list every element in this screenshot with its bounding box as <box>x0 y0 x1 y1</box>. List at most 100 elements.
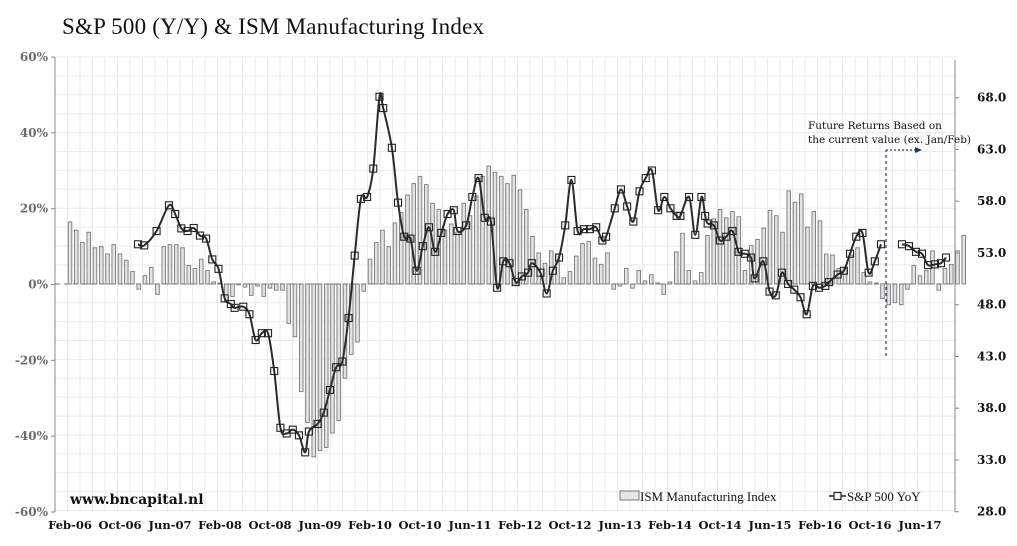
left-axis-tick-label: -60% <box>15 505 49 519</box>
axes: 60% 40% 20% 0% -20% -40% -60% 68.0 63.0 58.0 53.0 4… <box>15 50 1006 532</box>
sp500-marker <box>536 268 545 277</box>
sp500-marker <box>202 234 211 243</box>
ism-bar <box>580 243 585 285</box>
sp500-marker <box>431 247 440 256</box>
ism-bar <box>880 283 885 299</box>
sp500-marker <box>301 448 310 457</box>
sp500-marker <box>375 92 384 101</box>
left-axis-tick-label: 20% <box>20 202 49 216</box>
sp500-marker <box>505 259 514 268</box>
right-axis-tick-label: 68.0 <box>977 91 1006 105</box>
sp500-marker <box>474 174 483 183</box>
ism-bar <box>567 271 573 285</box>
ism-bar <box>499 175 504 285</box>
annotation-line-1: Future Returns Based on <box>808 120 942 132</box>
sp500-marker <box>424 223 434 232</box>
right-axis-tick-label: 38.0 <box>977 401 1006 415</box>
ism-bar <box>799 193 804 285</box>
sp500-marker <box>808 281 817 290</box>
sp500-marker <box>876 240 886 249</box>
x-axis-tick-label: Jun-13 <box>598 518 642 532</box>
ism-bar <box>180 247 185 285</box>
left-axis-tick-label: 60% <box>20 50 49 64</box>
sp500-marker <box>676 211 685 220</box>
sp500-marker <box>654 206 663 215</box>
left-axis-tick-label: 0% <box>28 278 48 292</box>
sp500-marker <box>356 194 365 203</box>
sp500-marker <box>790 285 799 294</box>
ism-bar <box>717 209 723 285</box>
x-axis-tick-label: Feb-12 <box>498 518 542 532</box>
right-axis-tick-label: 58.0 <box>977 194 1006 208</box>
sp500-marker <box>294 431 304 440</box>
sp500-marker <box>616 185 626 194</box>
ism-bar <box>861 272 867 285</box>
ism-bar <box>742 270 748 285</box>
sp500-marker <box>542 289 551 298</box>
ism-bar <box>574 255 579 285</box>
legend-ism-swatch <box>619 490 640 501</box>
annotation-line-2: the current value (ex. Jan/Feb) <box>808 134 971 146</box>
ism-bar <box>599 263 604 285</box>
ism-bar <box>561 277 567 285</box>
sp500-marker <box>387 143 396 152</box>
ism-bar <box>355 283 360 343</box>
x-axis-tick-label: Jun-07 <box>148 518 192 532</box>
x-axis-tick-label: Oct-06 <box>98 518 141 532</box>
ism-bar <box>892 283 898 304</box>
sp500-marker <box>845 249 855 258</box>
ism-bar <box>924 270 929 285</box>
sp500-marker <box>257 329 266 338</box>
ism-bar <box>899 283 904 306</box>
sp500-marker <box>771 291 780 300</box>
x-axis-tick-label: Feb-06 <box>48 518 92 532</box>
ism-bar <box>942 268 948 285</box>
sp500-marker <box>585 225 595 234</box>
sp500-marker <box>548 266 557 275</box>
x-axis-tick-label: Oct-08 <box>248 518 291 532</box>
sp500-marker <box>251 335 260 345</box>
sp500-marker <box>635 187 644 196</box>
ism-bar <box>67 221 73 285</box>
sp500-future-line <box>901 243 947 267</box>
ism-bar <box>817 220 823 285</box>
sp500-marker <box>164 201 174 210</box>
ism-bar <box>624 268 629 285</box>
sp500-marker <box>406 234 415 243</box>
ism-bar <box>586 241 592 285</box>
ism-bar <box>80 242 85 285</box>
ism-bar <box>636 270 642 285</box>
sp500-marker <box>133 240 143 249</box>
sp500-marker <box>524 268 533 277</box>
sp500-marker <box>592 223 601 232</box>
ism-bar <box>911 264 917 285</box>
left-axis-tick-label: 40% <box>20 126 49 140</box>
x-axis-tick-label: Jun-15 <box>748 518 792 532</box>
sp500-marker <box>393 198 403 207</box>
sp500-marker <box>319 408 328 417</box>
sp500-marker <box>722 232 731 241</box>
ism-bar <box>380 229 385 285</box>
ism-bar <box>730 211 735 285</box>
sp500-marker <box>602 232 611 241</box>
legend-sp500-label: S&P 500 YoY <box>847 489 921 504</box>
sp500-marker <box>276 423 285 432</box>
sp500-marker <box>499 257 508 266</box>
sp500-marker <box>567 175 576 185</box>
ism-bar <box>905 283 910 290</box>
x-axis-tick-label: Oct-14 <box>698 518 741 532</box>
sp500-marker <box>746 253 756 262</box>
sp500-marker <box>418 242 427 251</box>
sp500-marker <box>171 209 180 219</box>
ism-bar <box>661 283 667 295</box>
ism-bar <box>705 234 710 285</box>
sp500-marker <box>304 427 313 436</box>
ism-bar <box>286 283 292 324</box>
ism-bar <box>517 189 523 285</box>
ism-bar <box>792 201 798 285</box>
right-axis-tick-label: 53.0 <box>977 246 1006 260</box>
ism-bar <box>130 271 135 285</box>
sp500-marker <box>629 217 638 226</box>
ism-bar <box>649 274 654 285</box>
ism-bar <box>917 275 923 285</box>
